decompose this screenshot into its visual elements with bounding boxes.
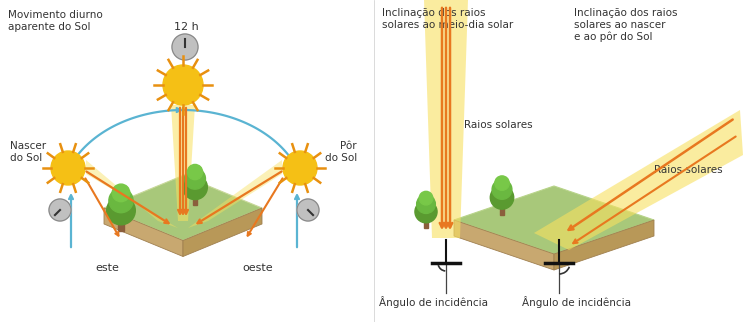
Text: oeste: oeste xyxy=(242,263,273,273)
Bar xyxy=(192,192,198,205)
Text: Ângulo de incidência: Ângulo de incidência xyxy=(379,296,488,308)
Circle shape xyxy=(51,151,85,185)
Polygon shape xyxy=(104,175,262,241)
Circle shape xyxy=(107,196,135,225)
Circle shape xyxy=(417,195,435,213)
Polygon shape xyxy=(554,220,654,270)
Circle shape xyxy=(490,186,513,209)
Circle shape xyxy=(419,191,433,205)
Bar xyxy=(118,216,124,232)
Text: Raios solares: Raios solares xyxy=(654,165,723,175)
Text: Raios solares: Raios solares xyxy=(464,120,533,130)
Polygon shape xyxy=(424,0,468,238)
Polygon shape xyxy=(86,160,178,228)
Text: 12 h: 12 h xyxy=(174,22,198,32)
Circle shape xyxy=(415,201,437,223)
Polygon shape xyxy=(534,110,743,250)
Text: Inclinação dos raios
solares ao meio-dia solar: Inclinação dos raios solares ao meio-dia… xyxy=(382,8,513,30)
Text: Pôr
do Sol: Pôr do Sol xyxy=(325,141,357,163)
Bar xyxy=(424,216,428,228)
Polygon shape xyxy=(104,208,183,257)
Circle shape xyxy=(283,151,317,185)
Circle shape xyxy=(184,168,206,189)
Circle shape xyxy=(492,179,512,199)
Circle shape xyxy=(183,175,207,200)
Circle shape xyxy=(172,34,198,60)
Circle shape xyxy=(49,199,71,221)
Text: Inclinação dos raios
solares ao nascer
e ao pôr do Sol: Inclinação dos raios solares ao nascer e… xyxy=(574,8,678,42)
Polygon shape xyxy=(454,186,654,254)
Circle shape xyxy=(187,165,203,180)
Polygon shape xyxy=(183,208,262,257)
Polygon shape xyxy=(171,105,195,221)
Text: Movimento diurno
aparente do Sol: Movimento diurno aparente do Sol xyxy=(8,10,103,32)
Polygon shape xyxy=(188,160,282,228)
Circle shape xyxy=(297,199,319,221)
Circle shape xyxy=(163,65,203,105)
Circle shape xyxy=(112,184,130,202)
Text: este: este xyxy=(95,263,119,273)
Polygon shape xyxy=(454,220,554,270)
Text: Nascer
do Sol: Nascer do Sol xyxy=(10,141,46,163)
Bar xyxy=(500,202,504,214)
Circle shape xyxy=(109,188,133,213)
Circle shape xyxy=(495,176,509,190)
Text: Ângulo de incidência: Ângulo de incidência xyxy=(522,296,631,308)
